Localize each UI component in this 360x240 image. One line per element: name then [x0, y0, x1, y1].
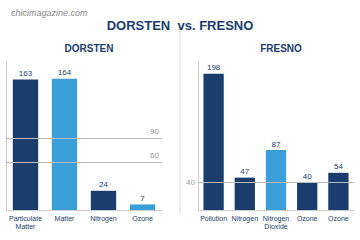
- svg-text:Dioxide: Dioxide: [264, 223, 287, 230]
- svg-text:Ozone: Ozone: [297, 215, 318, 222]
- svg-text:54: 54: [334, 162, 343, 171]
- svg-text:DORSTEN vs. FRESNO: DORSTEN vs. FRESNO: [107, 18, 254, 33]
- svg-text:90: 90: [150, 127, 159, 136]
- svg-text:Particulate: Particulate: [9, 215, 42, 222]
- svg-text:Nitrogen: Nitrogen: [263, 215, 290, 223]
- svg-text:DORSTEN: DORSTEN: [65, 43, 114, 54]
- svg-text:FRESNO: FRESNO: [260, 43, 302, 54]
- svg-text:Matter: Matter: [16, 223, 37, 230]
- svg-text:40: 40: [186, 178, 195, 187]
- svg-text:chicimagazine.com: chicimagazine.com: [11, 8, 88, 18]
- svg-text:7: 7: [140, 194, 145, 203]
- svg-text:Nitrogen: Nitrogen: [90, 215, 117, 223]
- svg-text:164: 164: [58, 68, 72, 77]
- svg-text:47: 47: [240, 167, 249, 176]
- svg-text:198: 198: [207, 63, 221, 72]
- svg-text:Ozone: Ozone: [132, 215, 153, 222]
- svg-text:Ozone: Ozone: [328, 215, 349, 222]
- svg-text:40: 40: [303, 172, 312, 181]
- svg-text:24: 24: [99, 180, 108, 189]
- svg-text:163: 163: [19, 69, 33, 78]
- svg-text:Nitrogen: Nitrogen: [232, 215, 259, 223]
- svg-text:Pollution: Pollution: [200, 215, 227, 222]
- svg-text:Matter: Matter: [55, 215, 76, 222]
- svg-text:60: 60: [150, 151, 159, 160]
- svg-text:87: 87: [272, 140, 281, 149]
